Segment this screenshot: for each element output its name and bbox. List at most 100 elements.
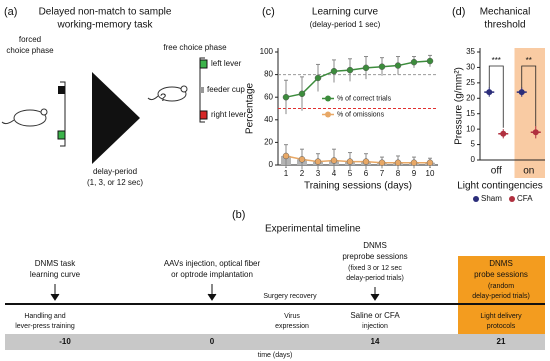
point — [346, 158, 354, 165]
y-tick-label: 100 — [260, 47, 274, 56]
y-tick-label: 0 — [269, 160, 274, 169]
y-tick-label: 5 — [471, 140, 476, 149]
point — [330, 67, 338, 75]
label: (random — [488, 283, 514, 290]
point — [486, 89, 493, 96]
x-tick-label: 9 — [412, 169, 417, 178]
x-tick-label: 3 — [316, 169, 321, 178]
label: Virus — [284, 313, 300, 320]
label: feeder cup — [207, 85, 245, 94]
label: expression — [275, 323, 309, 330]
label: left lever — [211, 59, 242, 68]
y-axis-label: Percentage — [245, 82, 256, 134]
day-bar — [5, 334, 545, 350]
y-tick-label: 35 — [466, 47, 475, 56]
series-line — [285, 60, 431, 98]
chart-title: Learning curve — [312, 7, 379, 18]
point — [378, 63, 386, 70]
significance-bracket — [521, 65, 537, 127]
label: (fixed 3 or 12 sec — [348, 265, 402, 272]
legend-label: % of correct trials — [337, 95, 392, 102]
y-tick-label: 0 — [471, 155, 476, 164]
day: -10 — [59, 337, 71, 346]
label: free choice phase — [163, 43, 227, 52]
x-axis-label: Light contingencies — [457, 181, 543, 192]
day: 14 — [371, 337, 380, 346]
label: delay-period trials) — [346, 275, 404, 282]
y-tick-label: 60 — [264, 92, 273, 101]
x-tick-label: 5 — [348, 169, 353, 178]
lever — [199, 59, 208, 69]
panel-label: (b) — [232, 209, 245, 221]
x-tick-label: 6 — [364, 169, 369, 178]
point — [410, 58, 418, 66]
significance-bracket — [488, 65, 504, 128]
label: forced — [19, 35, 41, 44]
significance: ** — [526, 56, 532, 65]
title: Delayed non-match to sample — [39, 7, 172, 18]
charts: (c) Learning curve (delay-period 1 sec) Per… — [245, 6, 545, 203]
y-tick-label: 40 — [264, 115, 273, 124]
legend-marker — [325, 95, 331, 102]
point — [298, 90, 306, 98]
day: 0 — [210, 337, 215, 346]
point — [330, 157, 338, 164]
box — [60, 81, 66, 147]
x-tick-label: 10 — [426, 169, 435, 178]
chart-title: Mechanical — [480, 7, 531, 18]
point — [346, 66, 354, 74]
x-tick-label: on — [523, 166, 534, 177]
x-tick-label: 7 — [380, 169, 385, 178]
y-axis-label: Pressure (g/mm²) — [454, 67, 465, 145]
highlight — [514, 48, 545, 178]
lever — [199, 110, 208, 120]
day: 21 — [497, 337, 506, 346]
point — [362, 158, 370, 165]
point — [314, 158, 322, 165]
label: delay-period trials) — [472, 293, 530, 300]
panel-label: (a) — [4, 6, 17, 18]
label: Saline or CFA — [350, 311, 400, 320]
title: Experimental timeline — [265, 224, 361, 235]
point — [282, 93, 290, 101]
feeder — [200, 87, 204, 93]
legend-label: CFA — [517, 194, 533, 203]
x-tick-label: 1 — [284, 169, 289, 178]
y-tick-label: 20 — [264, 138, 273, 147]
legend-marker — [473, 196, 479, 202]
label: probe sessions — [474, 270, 528, 279]
legend-label: Sham — [481, 194, 502, 203]
label: right lever — [211, 110, 246, 119]
panel-a: (a) Delayed non-match to sample working-… — [1, 6, 246, 187]
chart-subtitle: threshold — [484, 20, 525, 31]
label: DNMS — [363, 241, 387, 250]
label: protocols — [487, 323, 516, 330]
label: Handling and — [24, 313, 65, 320]
label: lever-press training — [15, 323, 75, 330]
point — [532, 129, 539, 136]
x-axis-label: Training sessions (days) — [304, 181, 412, 192]
y-tick-label: 10 — [466, 124, 475, 133]
y-tick-label: 20 — [466, 93, 475, 102]
highlight — [458, 256, 545, 334]
label: DNMS task — [35, 259, 76, 268]
point — [394, 159, 402, 166]
point — [394, 62, 402, 69]
point — [426, 57, 434, 65]
chart-subtitle: (delay-period 1 sec) — [310, 20, 381, 29]
x-tick-label: 8 — [396, 169, 401, 178]
label: choice phase — [6, 46, 54, 55]
question: ? — [160, 92, 166, 104]
y-tick-label: 25 — [466, 78, 475, 87]
x-tick-label: 4 — [332, 169, 337, 178]
label: (1, 3, or 12 sec) — [87, 178, 143, 187]
y-tick-label: 30 — [466, 63, 475, 72]
x-tick-label: off — [491, 166, 502, 177]
point — [298, 156, 306, 163]
y-tick-label: 15 — [466, 109, 475, 118]
point — [410, 159, 418, 166]
panel-b: (b) Experimental timeline DNMS task lear… — [5, 209, 545, 359]
label: delay-period — [93, 167, 137, 176]
point — [314, 74, 322, 82]
